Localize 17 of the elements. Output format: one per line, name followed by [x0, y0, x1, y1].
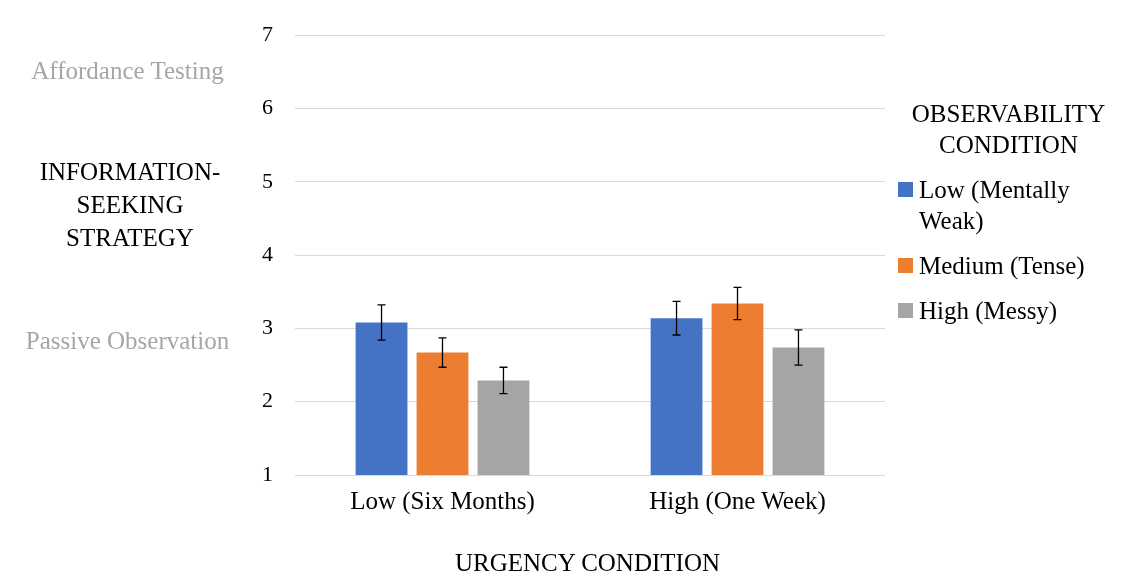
legend-label: High (Messy)	[919, 296, 1058, 326]
legend-label: Low (Mentally Weak)	[919, 175, 1071, 236]
y-axis-title: INFORMATION-SEEKING STRATEGY	[38, 157, 222, 253]
legend-title: OBSERVABILITY CONDITION	[910, 99, 1107, 160]
y-tick-label: 1	[262, 460, 273, 486]
y-tick-label: 3	[262, 314, 273, 340]
x-tick-label: High (One Week)	[649, 486, 826, 515]
text: Affordance Testing	[30, 56, 225, 86]
text: Passive Observation	[24, 326, 231, 356]
y-tick-label: 5	[262, 167, 273, 193]
x-axis-title: URGENCY CONDITION	[454, 548, 721, 577]
y-tick-label: 7	[262, 20, 273, 46]
y-tick-label: 2	[262, 387, 273, 413]
y-tick-label: 4	[262, 240, 273, 266]
y-tick-label: 6	[262, 94, 273, 120]
legend-label: Medium (Tense)	[919, 251, 1085, 281]
x-tick-label: Low (Six Months)	[350, 486, 535, 515]
